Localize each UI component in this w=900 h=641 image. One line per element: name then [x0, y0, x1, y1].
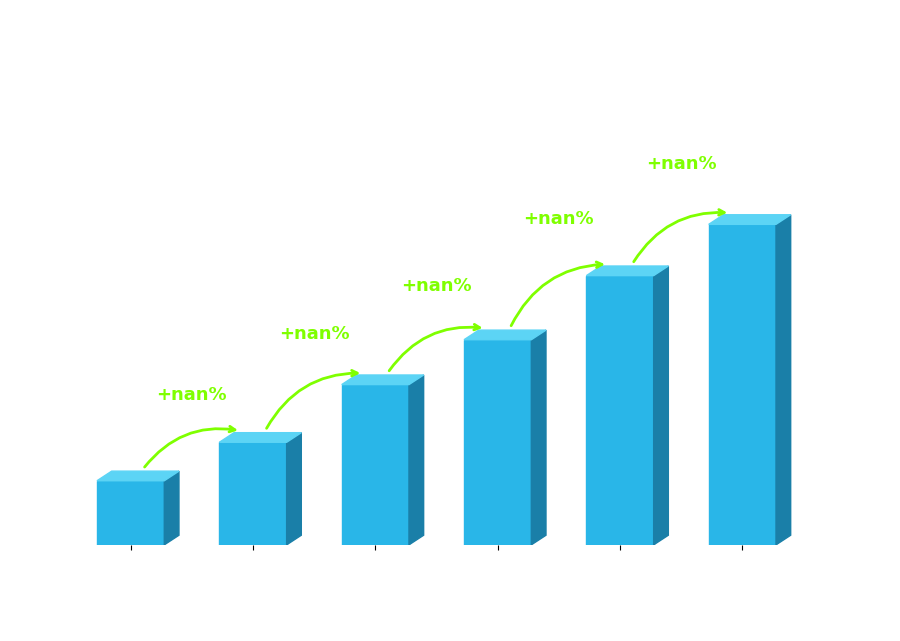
- Polygon shape: [531, 330, 546, 545]
- Text: 0 USD: 0 USD: [227, 413, 279, 428]
- Text: Cafeteria Assistant: Cafeteria Assistant: [60, 103, 297, 127]
- Polygon shape: [342, 375, 424, 385]
- Text: 0 USD: 0 USD: [104, 452, 157, 467]
- Text: 0 USD: 0 USD: [472, 311, 524, 326]
- Polygon shape: [776, 215, 791, 545]
- Bar: [342, 385, 409, 545]
- Text: 0 USD: 0 USD: [349, 356, 401, 370]
- Bar: [97, 481, 165, 545]
- Text: 0 USD: 0 USD: [716, 196, 769, 210]
- Text: +nan%: +nan%: [279, 325, 349, 343]
- Text: +nan%: +nan%: [401, 277, 472, 295]
- Polygon shape: [653, 266, 669, 545]
- Bar: [220, 442, 286, 545]
- Bar: [587, 276, 653, 545]
- Polygon shape: [286, 433, 302, 545]
- Text: +nan%: +nan%: [157, 386, 227, 404]
- Polygon shape: [587, 266, 669, 276]
- Text: Average Monthly Salary: Average Monthly Salary: [851, 262, 865, 411]
- Polygon shape: [165, 471, 179, 545]
- Polygon shape: [708, 215, 791, 224]
- Bar: [708, 224, 776, 545]
- Text: salaryexplorer.com: salaryexplorer.com: [357, 587, 516, 604]
- Polygon shape: [97, 471, 179, 481]
- Bar: [464, 340, 531, 545]
- Polygon shape: [220, 433, 302, 442]
- Text: salary: salary: [373, 587, 430, 604]
- Text: +nan%: +nan%: [524, 210, 594, 228]
- Text: Salary Comparison By Experience: Salary Comparison By Experience: [60, 74, 796, 112]
- Text: 0 USD: 0 USD: [594, 247, 646, 262]
- Text: +nan%: +nan%: [646, 155, 716, 173]
- Polygon shape: [409, 375, 424, 545]
- Polygon shape: [464, 330, 546, 340]
